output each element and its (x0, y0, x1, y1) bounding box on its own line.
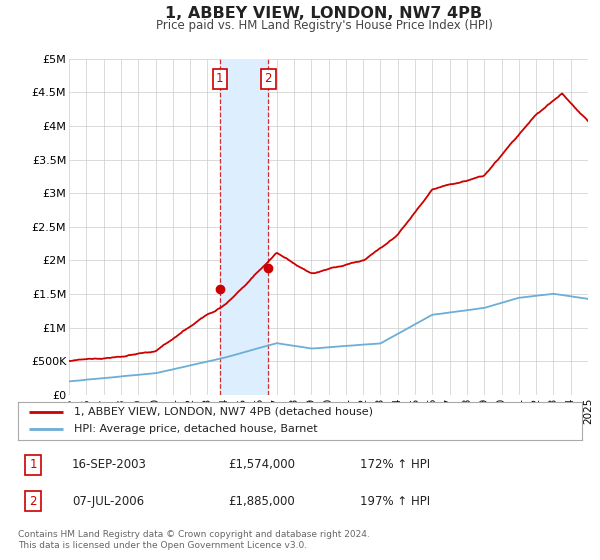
Text: 1: 1 (29, 458, 37, 472)
Text: 1: 1 (216, 72, 224, 86)
Text: Contains HM Land Registry data © Crown copyright and database right 2024.: Contains HM Land Registry data © Crown c… (18, 530, 370, 539)
Text: This data is licensed under the Open Government Licence v3.0.: This data is licensed under the Open Gov… (18, 542, 307, 550)
Text: 1, ABBEY VIEW, LONDON, NW7 4PB: 1, ABBEY VIEW, LONDON, NW7 4PB (166, 7, 482, 21)
Text: £1,885,000: £1,885,000 (228, 494, 295, 508)
Text: 07-JUL-2006: 07-JUL-2006 (72, 494, 144, 508)
Text: Price paid vs. HM Land Registry's House Price Index (HPI): Price paid vs. HM Land Registry's House … (155, 18, 493, 32)
Text: 172% ↑ HPI: 172% ↑ HPI (360, 458, 430, 472)
Text: 197% ↑ HPI: 197% ↑ HPI (360, 494, 430, 508)
Bar (220, 59, 268, 395)
Text: £1,574,000: £1,574,000 (228, 458, 295, 472)
Text: 2: 2 (29, 494, 37, 508)
Text: 1, ABBEY VIEW, LONDON, NW7 4PB (detached house): 1, ABBEY VIEW, LONDON, NW7 4PB (detached… (74, 407, 373, 417)
Text: 16-SEP-2003: 16-SEP-2003 (72, 458, 147, 472)
Text: 2: 2 (265, 72, 272, 86)
Text: HPI: Average price, detached house, Barnet: HPI: Average price, detached house, Barn… (74, 424, 318, 435)
